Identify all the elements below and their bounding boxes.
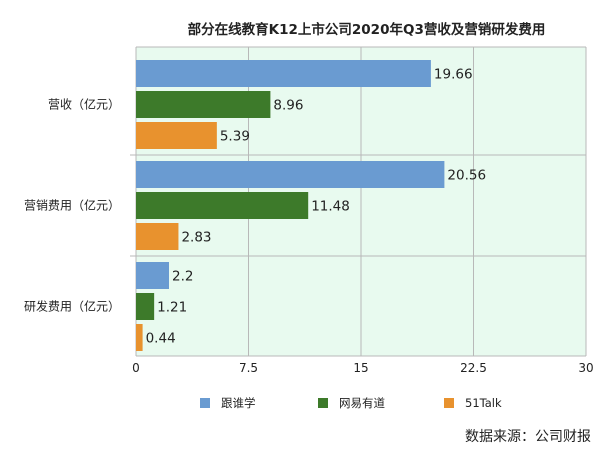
- bar: [136, 324, 143, 351]
- x-tick-label: 7.5: [239, 361, 258, 375]
- bar: [136, 60, 431, 87]
- bar-value-label: 20.56: [447, 168, 486, 184]
- bar: [136, 293, 155, 320]
- bar-value-label: 0.44: [146, 331, 176, 347]
- bars: 19.66 8.96 5.39 20.56 11.48 2.83 2.2 1.21 0.44: [136, 60, 486, 351]
- bar: [136, 161, 445, 188]
- legend-label: 跟谁学: [221, 396, 256, 410]
- bar-value-label: 5.39: [220, 129, 250, 145]
- bar: [136, 262, 169, 289]
- bar-value-label: 1.21: [157, 300, 187, 316]
- x-tick-label: 22.5: [460, 361, 487, 375]
- category-label: 营销费用（亿元）: [24, 198, 120, 213]
- bar: [136, 122, 217, 149]
- chart-title: 部分在线教育K12上市公司2020年Q3营收及营销研发费用: [187, 22, 546, 38]
- legend-swatch: [200, 398, 210, 408]
- x-axis-ticks: 0 7.5 15 22.5 30: [132, 361, 593, 375]
- legend-swatch: [444, 398, 454, 408]
- source-note: 数据来源：公司财报: [465, 429, 591, 445]
- x-tick-label: 0: [132, 361, 140, 375]
- bar-value-label: 2.2: [172, 269, 193, 285]
- bar-value-label: 8.96: [273, 98, 303, 114]
- x-tick-label: 30: [578, 361, 593, 375]
- bar: [136, 91, 271, 118]
- bar-value-label: 11.48: [311, 199, 350, 215]
- x-tick-label: 15: [353, 361, 368, 375]
- category-labels: 营收（亿元） 营销费用（亿元） 研发费用（亿元）: [24, 97, 120, 314]
- legend-label: 网易有道: [339, 396, 385, 410]
- category-label: 营收（亿元）: [48, 97, 120, 112]
- bar: [136, 223, 179, 250]
- category-label: 研发费用（亿元）: [24, 299, 120, 314]
- bar: [136, 192, 309, 219]
- bar-value-label: 2.83: [181, 230, 211, 246]
- legend-swatch: [318, 398, 328, 408]
- legend-label: 51Talk: [465, 396, 502, 410]
- bar-value-label: 19.66: [434, 67, 473, 83]
- legend: 跟谁学 网易有道 51Talk: [200, 396, 502, 410]
